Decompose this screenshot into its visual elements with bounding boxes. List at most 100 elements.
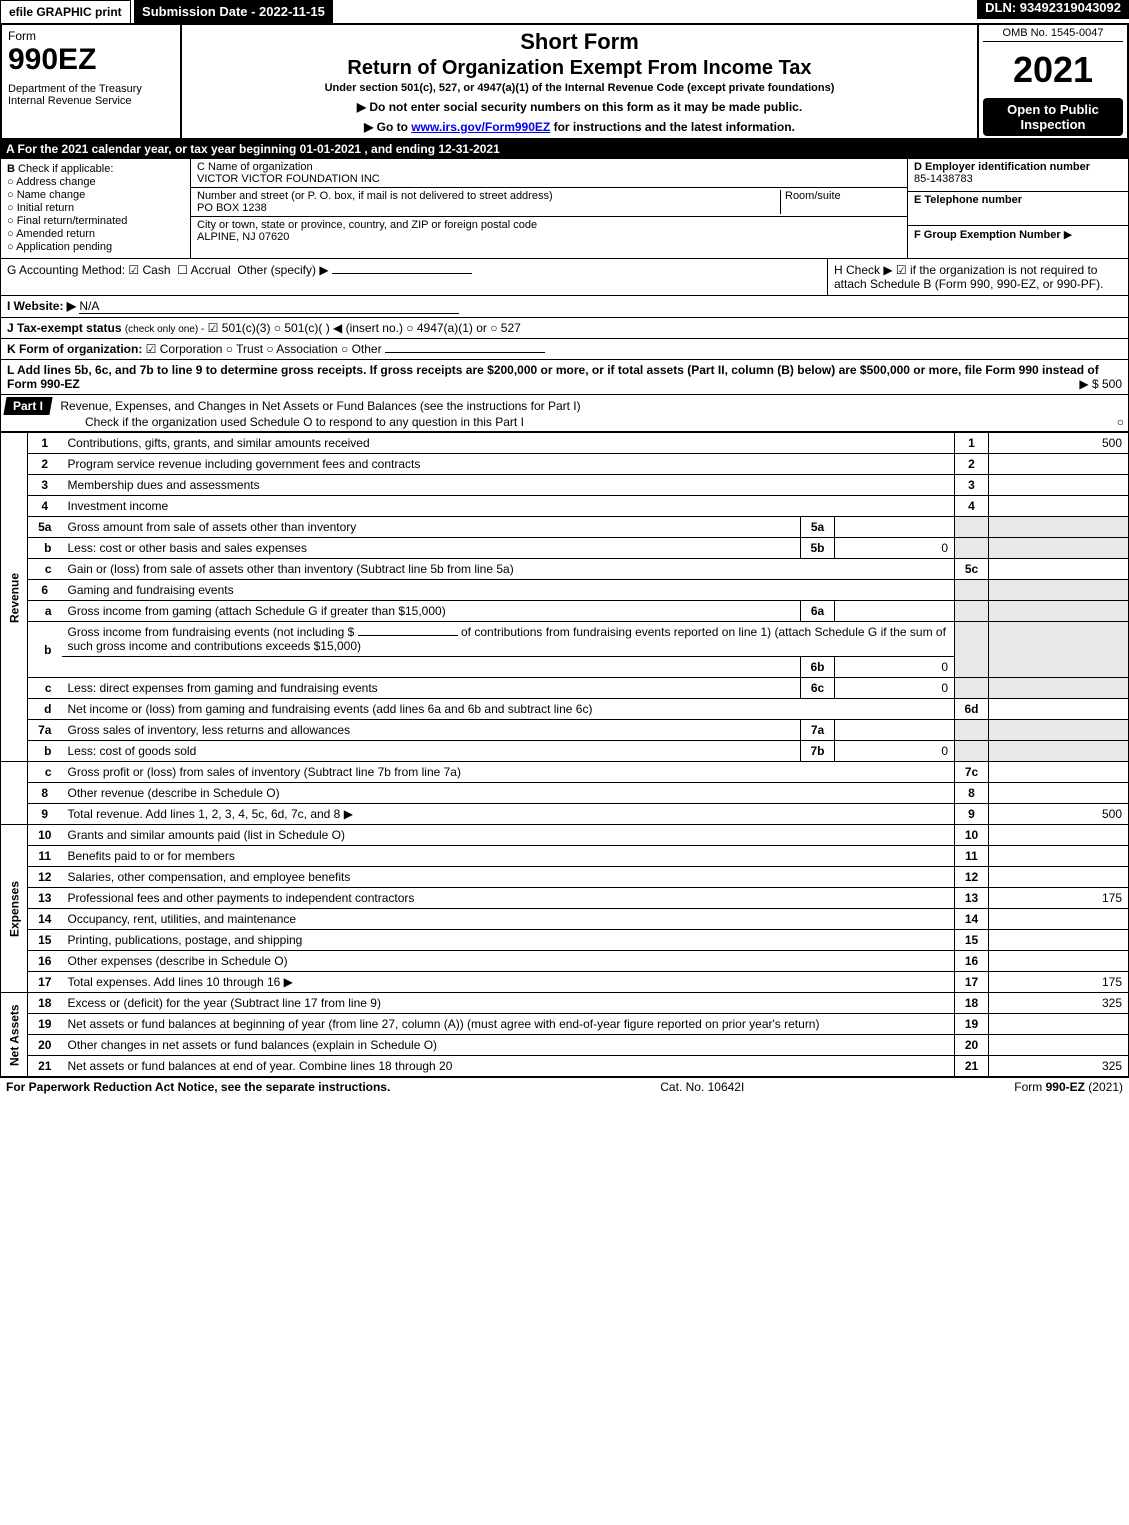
l20-rn: 20 <box>955 1035 989 1056</box>
l13-desc: Professional fees and other payments to … <box>62 888 955 909</box>
l5b-boxv: 0 <box>835 538 955 559</box>
l20-num: 20 <box>28 1035 62 1056</box>
inspection-badge: Open to Public Inspection <box>983 98 1123 136</box>
row-j: J Tax-exempt status (check only one) - ☑… <box>0 318 1129 339</box>
footer-mid: Cat. No. 10642I <box>660 1080 744 1094</box>
l14-num: 14 <box>28 909 62 930</box>
l5c-desc: Gain or (loss) from sale of assets other… <box>62 559 955 580</box>
vert-spacer1 <box>1 762 28 825</box>
l2-rn: 2 <box>955 454 989 475</box>
l6d-rv <box>989 699 1129 720</box>
l17-rn: 17 <box>955 972 989 993</box>
chk-name-change[interactable]: Name change <box>7 189 184 201</box>
l17-num: 17 <box>28 972 62 993</box>
f-line: F Group Exemption Number ▶ <box>908 226 1128 258</box>
part1-check-val[interactable]: ○ <box>1117 415 1124 429</box>
website-field[interactable]: N/A <box>79 299 459 314</box>
h-label: H Check ▶ <box>834 263 893 277</box>
submission-date-button[interactable]: Submission Date - 2022-11-15 <box>134 0 333 23</box>
l1-desc: Contributions, gifts, grants, and simila… <box>62 433 955 454</box>
j-opts[interactable]: ☑ 501(c)(3) ○ 501(c)( ) ◀ (insert no.) ○… <box>208 321 521 335</box>
page-footer: For Paperwork Reduction Act Notice, see … <box>0 1077 1129 1096</box>
c-city-line: City or town, state or province, country… <box>191 217 907 245</box>
c-street-label: Number and street (or P. O. box, if mail… <box>197 190 776 202</box>
l19-rv <box>989 1014 1129 1035</box>
k-other-line[interactable] <box>385 352 545 353</box>
chk-initial-return[interactable]: Initial return <box>7 202 184 214</box>
l10-rn: 10 <box>955 825 989 846</box>
l16-rn: 16 <box>955 951 989 972</box>
l6b-blank[interactable] <box>358 635 458 636</box>
ssn-warning: ▶ Do not enter social security numbers o… <box>190 100 969 114</box>
org-street: PO BOX 1238 <box>197 202 776 214</box>
l5a-desc: Gross amount from sale of assets other t… <box>62 517 801 538</box>
l6-shade2 <box>989 580 1129 601</box>
l10-num: 10 <box>28 825 62 846</box>
goto-link[interactable]: www.irs.gov/Form990EZ <box>411 120 550 134</box>
l16-num: 16 <box>28 951 62 972</box>
chk-application-pending[interactable]: Application pending <box>7 241 184 253</box>
l7c-desc: Gross profit or (loss) from sales of inv… <box>62 762 955 783</box>
row-h: H Check ▶ if the organization is not req… <box>828 259 1128 295</box>
l6d-rn: 6d <box>955 699 989 720</box>
l7a-num: 7a <box>28 720 62 741</box>
c-city-label: City or town, state or province, country… <box>197 219 901 231</box>
l18-desc: Excess or (deficit) for the year (Subtra… <box>62 993 955 1014</box>
l9-desc-text: Total revenue. Add lines 1, 2, 3, 4, 5c,… <box>68 807 341 821</box>
k-opts[interactable]: ☑ Corporation ○ Trust ○ Association ○ Ot… <box>146 342 382 356</box>
l6d-num: d <box>28 699 62 720</box>
l12-rv <box>989 867 1129 888</box>
g-other[interactable]: Other (specify) ▶ <box>237 263 328 277</box>
l1-rv: 500 <box>989 433 1129 454</box>
l21-num: 21 <box>28 1056 62 1077</box>
h-checkbox[interactable] <box>896 263 910 277</box>
under-section: Under section 501(c), 527, or 4947(a)(1)… <box>190 82 969 94</box>
l5a-box: 5a <box>801 517 835 538</box>
goto-post: for instructions and the latest informat… <box>550 120 795 134</box>
l13-num: 13 <box>28 888 62 909</box>
short-form-title: Short Form <box>190 29 969 55</box>
l9-rv: 500 <box>989 804 1129 825</box>
l21-rv: 325 <box>989 1056 1129 1077</box>
topbar: efile GRAPHIC print Submission Date - 20… <box>0 0 1129 25</box>
l8-num: 8 <box>28 783 62 804</box>
l3-desc: Membership dues and assessments <box>62 475 955 496</box>
l6c-num: c <box>28 678 62 699</box>
form-header: Form 990EZ Department of the Treasury In… <box>0 25 1129 140</box>
chk-address-change[interactable]: Address change <box>7 176 184 188</box>
footer-right-bold: 990-EZ <box>1046 1080 1085 1094</box>
l4-rv <box>989 496 1129 517</box>
row-gh: G Accounting Method: Cash Accrual Other … <box>0 259 1129 296</box>
c-name-label: C Name of organization <box>197 161 901 173</box>
col-c: C Name of organization VICTOR VICTOR FOU… <box>191 159 908 258</box>
l3-num: 3 <box>28 475 62 496</box>
org-city: ALPINE, NJ 07620 <box>197 231 901 243</box>
l11-rn: 11 <box>955 846 989 867</box>
g-accrual[interactable]: Accrual <box>177 263 230 277</box>
f-label: F Group Exemption Number <box>914 229 1061 241</box>
chk-final-return[interactable]: Final return/terminated <box>7 215 184 227</box>
g-other-line[interactable] <box>332 273 472 274</box>
b-checkif: Check if applicable: <box>18 163 113 175</box>
tax-year: 2021 <box>983 49 1123 91</box>
chk-amended-return[interactable]: Amended return <box>7 228 184 240</box>
l7b-box: 7b <box>801 741 835 762</box>
l13-rv: 175 <box>989 888 1129 909</box>
l5a-boxv <box>835 517 955 538</box>
l5c-rn: 5c <box>955 559 989 580</box>
f-arrow: ▶ <box>1064 229 1072 241</box>
part1-badge: Part I <box>3 397 52 415</box>
header-mid: Short Form Return of Organization Exempt… <box>182 25 977 138</box>
l1-rn: 1 <box>955 433 989 454</box>
g-label: G Accounting Method: <box>7 263 125 277</box>
l20-desc: Other changes in net assets or fund bala… <box>62 1035 955 1056</box>
l13-rn: 13 <box>955 888 989 909</box>
l7b-desc: Less: cost of goods sold <box>62 741 801 762</box>
row-a: A For the 2021 calendar year, or tax yea… <box>0 140 1129 158</box>
l10-rv <box>989 825 1129 846</box>
g-cash[interactable]: Cash <box>128 263 170 277</box>
l11-desc: Benefits paid to or for members <box>62 846 955 867</box>
section-bc: B Check if applicable: Address change Na… <box>0 158 1129 259</box>
l-amount: ▶ $ 500 <box>1079 377 1122 391</box>
l6a-shade2 <box>989 601 1129 622</box>
